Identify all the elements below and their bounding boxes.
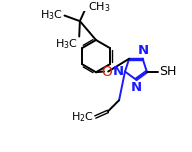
Text: H$_3$C: H$_3$C (41, 8, 63, 22)
Text: N: N (131, 81, 142, 94)
Text: O: O (101, 65, 112, 79)
Text: H$_3$C: H$_3$C (55, 38, 78, 52)
Text: N: N (138, 44, 149, 57)
Text: SH: SH (159, 65, 176, 78)
Text: N: N (113, 65, 124, 78)
Text: CH$_3$: CH$_3$ (88, 0, 110, 14)
Text: H$_2$C: H$_2$C (71, 110, 94, 124)
